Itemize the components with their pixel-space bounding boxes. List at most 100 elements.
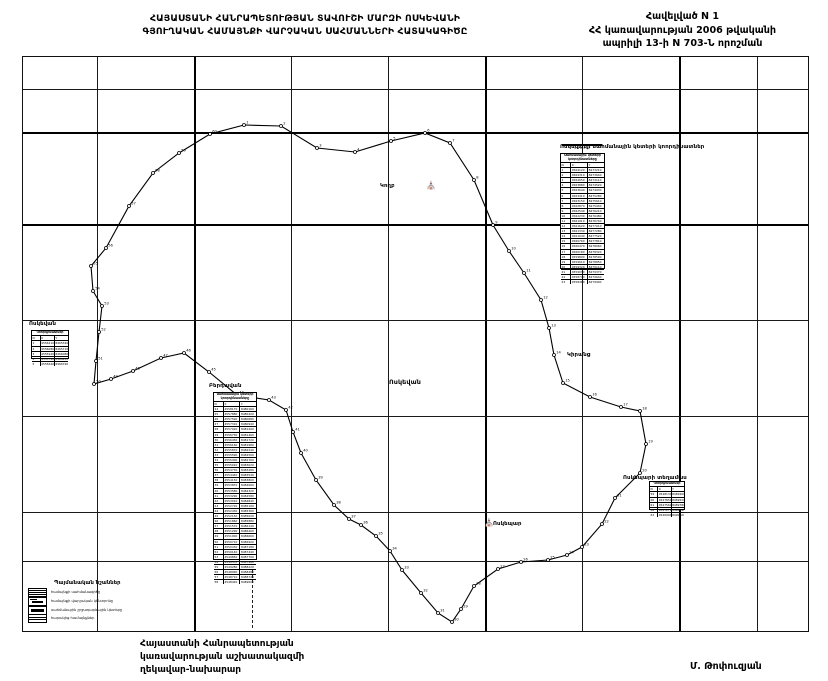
table-cell: 57 bbox=[214, 575, 224, 580]
table-cell: 4556160 bbox=[224, 442, 241, 447]
table-row: 37 4554440 8483540 bbox=[214, 473, 256, 479]
table-row: 55 4549280 8488220 bbox=[214, 564, 256, 571]
grid-line-vertical bbox=[388, 57, 389, 631]
legend-item: համայնքի սահմանագիծը bbox=[28, 588, 208, 597]
table-cell: 4563150 bbox=[571, 198, 589, 203]
table-cell: 1 bbox=[32, 341, 41, 346]
oskepar-coordinate-table: Կոորդինատներ N X Y 59 4548130 8489260 60 4547850… bbox=[649, 481, 685, 517]
table-cell: 13 bbox=[561, 229, 572, 234]
boundary-point-marker bbox=[448, 141, 452, 145]
table-cell: 4550710 bbox=[224, 539, 241, 544]
table-row: 14 4561040 8477520 bbox=[561, 234, 604, 240]
table-header-cell: Y bbox=[588, 162, 591, 167]
boundary-point-number: 52 bbox=[101, 328, 106, 332]
adjacent-area-symbol bbox=[28, 614, 47, 624]
appendix-line-2: ՀՀ կառավարության 2006 թվականի bbox=[588, 24, 777, 36]
boundary-point-marker bbox=[580, 545, 584, 549]
table-row: 3 4564050 8474110 bbox=[561, 178, 604, 184]
table-row: 23 4558460 8479900 bbox=[561, 280, 604, 285]
table-cell: 4561910 bbox=[571, 219, 589, 224]
table-cell: 4555940 bbox=[41, 351, 55, 356]
table-cell: 4547850 bbox=[658, 497, 672, 502]
table-cell: 8486920 bbox=[240, 539, 254, 544]
boundary-point-number: 12 bbox=[543, 296, 548, 300]
table-header-cell: N bbox=[32, 336, 41, 341]
table-cell: 8489000 bbox=[240, 580, 254, 585]
boundary-point-marker bbox=[423, 131, 427, 135]
boundary-point-marker bbox=[522, 271, 526, 275]
boundary-point-number: 51 bbox=[98, 357, 103, 361]
table-cell: 4563410 bbox=[571, 193, 589, 198]
boundary-point-marker bbox=[472, 584, 476, 588]
boundary-point-number: 29 bbox=[463, 605, 468, 609]
table-cell: 8490040 bbox=[672, 507, 684, 512]
table-cell: 8478850 bbox=[588, 259, 602, 264]
table-row: 58 4548420 8489000 bbox=[214, 580, 256, 585]
boundary-point-number: 35 bbox=[378, 532, 383, 536]
table-cell: 8481460 bbox=[240, 432, 254, 437]
boundary-point-number: 21 bbox=[617, 494, 622, 498]
legend-item-label: համայնքի սահմանագիծը bbox=[51, 590, 101, 594]
table-cell: 8481720 bbox=[240, 437, 254, 442]
table-cell: 4562230 bbox=[571, 213, 589, 218]
table-row: 15 4560760 8477810 bbox=[561, 239, 604, 245]
legend-item: հարակից համայնքներ bbox=[28, 614, 208, 624]
signature-name: Մ. Թոփուզյան bbox=[690, 661, 762, 672]
document-title: ՀԱՅԱՍՏԱՆԻ ՀԱՆՐԱՊԵՏՈՒԹՅԱՆ ՏԱՎՈՒՇԻ ՄԱՐԶԻ Ո… bbox=[95, 12, 515, 38]
appendix-line-1: Հավելված N 1 bbox=[645, 11, 720, 22]
table-cell: 8480420 bbox=[240, 412, 254, 417]
table-cell: 12 bbox=[561, 224, 572, 229]
table-row: 5 4555640 8466790 bbox=[32, 361, 68, 366]
table-cell: 51 bbox=[214, 544, 224, 549]
boundary-point-marker bbox=[299, 451, 303, 455]
table-row: 40 4553580 8484320 bbox=[214, 488, 256, 494]
table-cell: 8489520 bbox=[672, 497, 684, 502]
boundary-point-number: 54 bbox=[95, 287, 100, 291]
boundary-point-marker bbox=[94, 359, 98, 363]
table-cell: 8476210 bbox=[588, 208, 602, 213]
table-cell: 49 bbox=[214, 534, 224, 539]
boundary-point-number: 23 bbox=[584, 543, 589, 547]
table-cell: 8485360 bbox=[240, 508, 254, 513]
table-row: 52 4550140 8487440 bbox=[214, 549, 256, 555]
table-row: 45 4552150 8485620 bbox=[214, 514, 256, 520]
boundary-point-number: 53 bbox=[104, 302, 109, 306]
boundary-point-number: 4 bbox=[357, 148, 360, 152]
table-row: 63 4546990 8490300 bbox=[650, 512, 684, 517]
table-row: 30 4556450 8481720 bbox=[214, 437, 256, 443]
table-cell: 4559610 bbox=[571, 259, 589, 264]
berdavan-coordinate-table: Սահմանային կետերի կոորդինատները N X Y 24 4558… bbox=[213, 392, 257, 585]
boundary-point-number: 18 bbox=[642, 407, 647, 411]
boundary-point-number: 41 bbox=[295, 428, 300, 432]
table-cell: 4555790 bbox=[41, 356, 55, 361]
boundary-point-marker bbox=[100, 304, 104, 308]
table-row: 32 4555870 8482240 bbox=[214, 447, 256, 453]
footer-line-3: ղեկավար-նախարար bbox=[140, 665, 242, 675]
table-row: 59 4548130 8489260 bbox=[650, 492, 684, 498]
table-cell: 4549850 bbox=[224, 554, 241, 559]
boundary-point-marker bbox=[347, 517, 351, 521]
boundary-point-number: 24 bbox=[569, 551, 574, 555]
table-cell: 36 bbox=[214, 468, 224, 473]
table-cell: 35 bbox=[214, 463, 224, 468]
table-cell: 4556730 bbox=[224, 432, 241, 437]
table-cell: 4555010 bbox=[224, 463, 241, 468]
table-cell: 4551000 bbox=[224, 534, 241, 539]
boundary-point-marker bbox=[91, 289, 95, 293]
boundary-point-marker bbox=[332, 503, 336, 507]
table-cell: 4547270 bbox=[658, 507, 672, 512]
table-cell: 52 bbox=[214, 549, 224, 554]
table-cell: 4559030 bbox=[571, 269, 589, 275]
table-cell: 38 bbox=[214, 478, 224, 483]
table-cell: 8484060 bbox=[240, 483, 254, 488]
boundary-point-number: 27 bbox=[500, 565, 505, 569]
boundary-point-marker bbox=[400, 568, 404, 572]
boundary-point-number: 22 bbox=[604, 520, 609, 524]
table-header-cell: N bbox=[650, 487, 659, 492]
table-cell: 8484580 bbox=[240, 493, 254, 498]
legend-item-label: համայնքի վարչական կենտրոնը bbox=[51, 598, 114, 603]
east-settlement-label: Կիրանց bbox=[567, 352, 591, 358]
table-cell: 2 bbox=[32, 346, 41, 351]
